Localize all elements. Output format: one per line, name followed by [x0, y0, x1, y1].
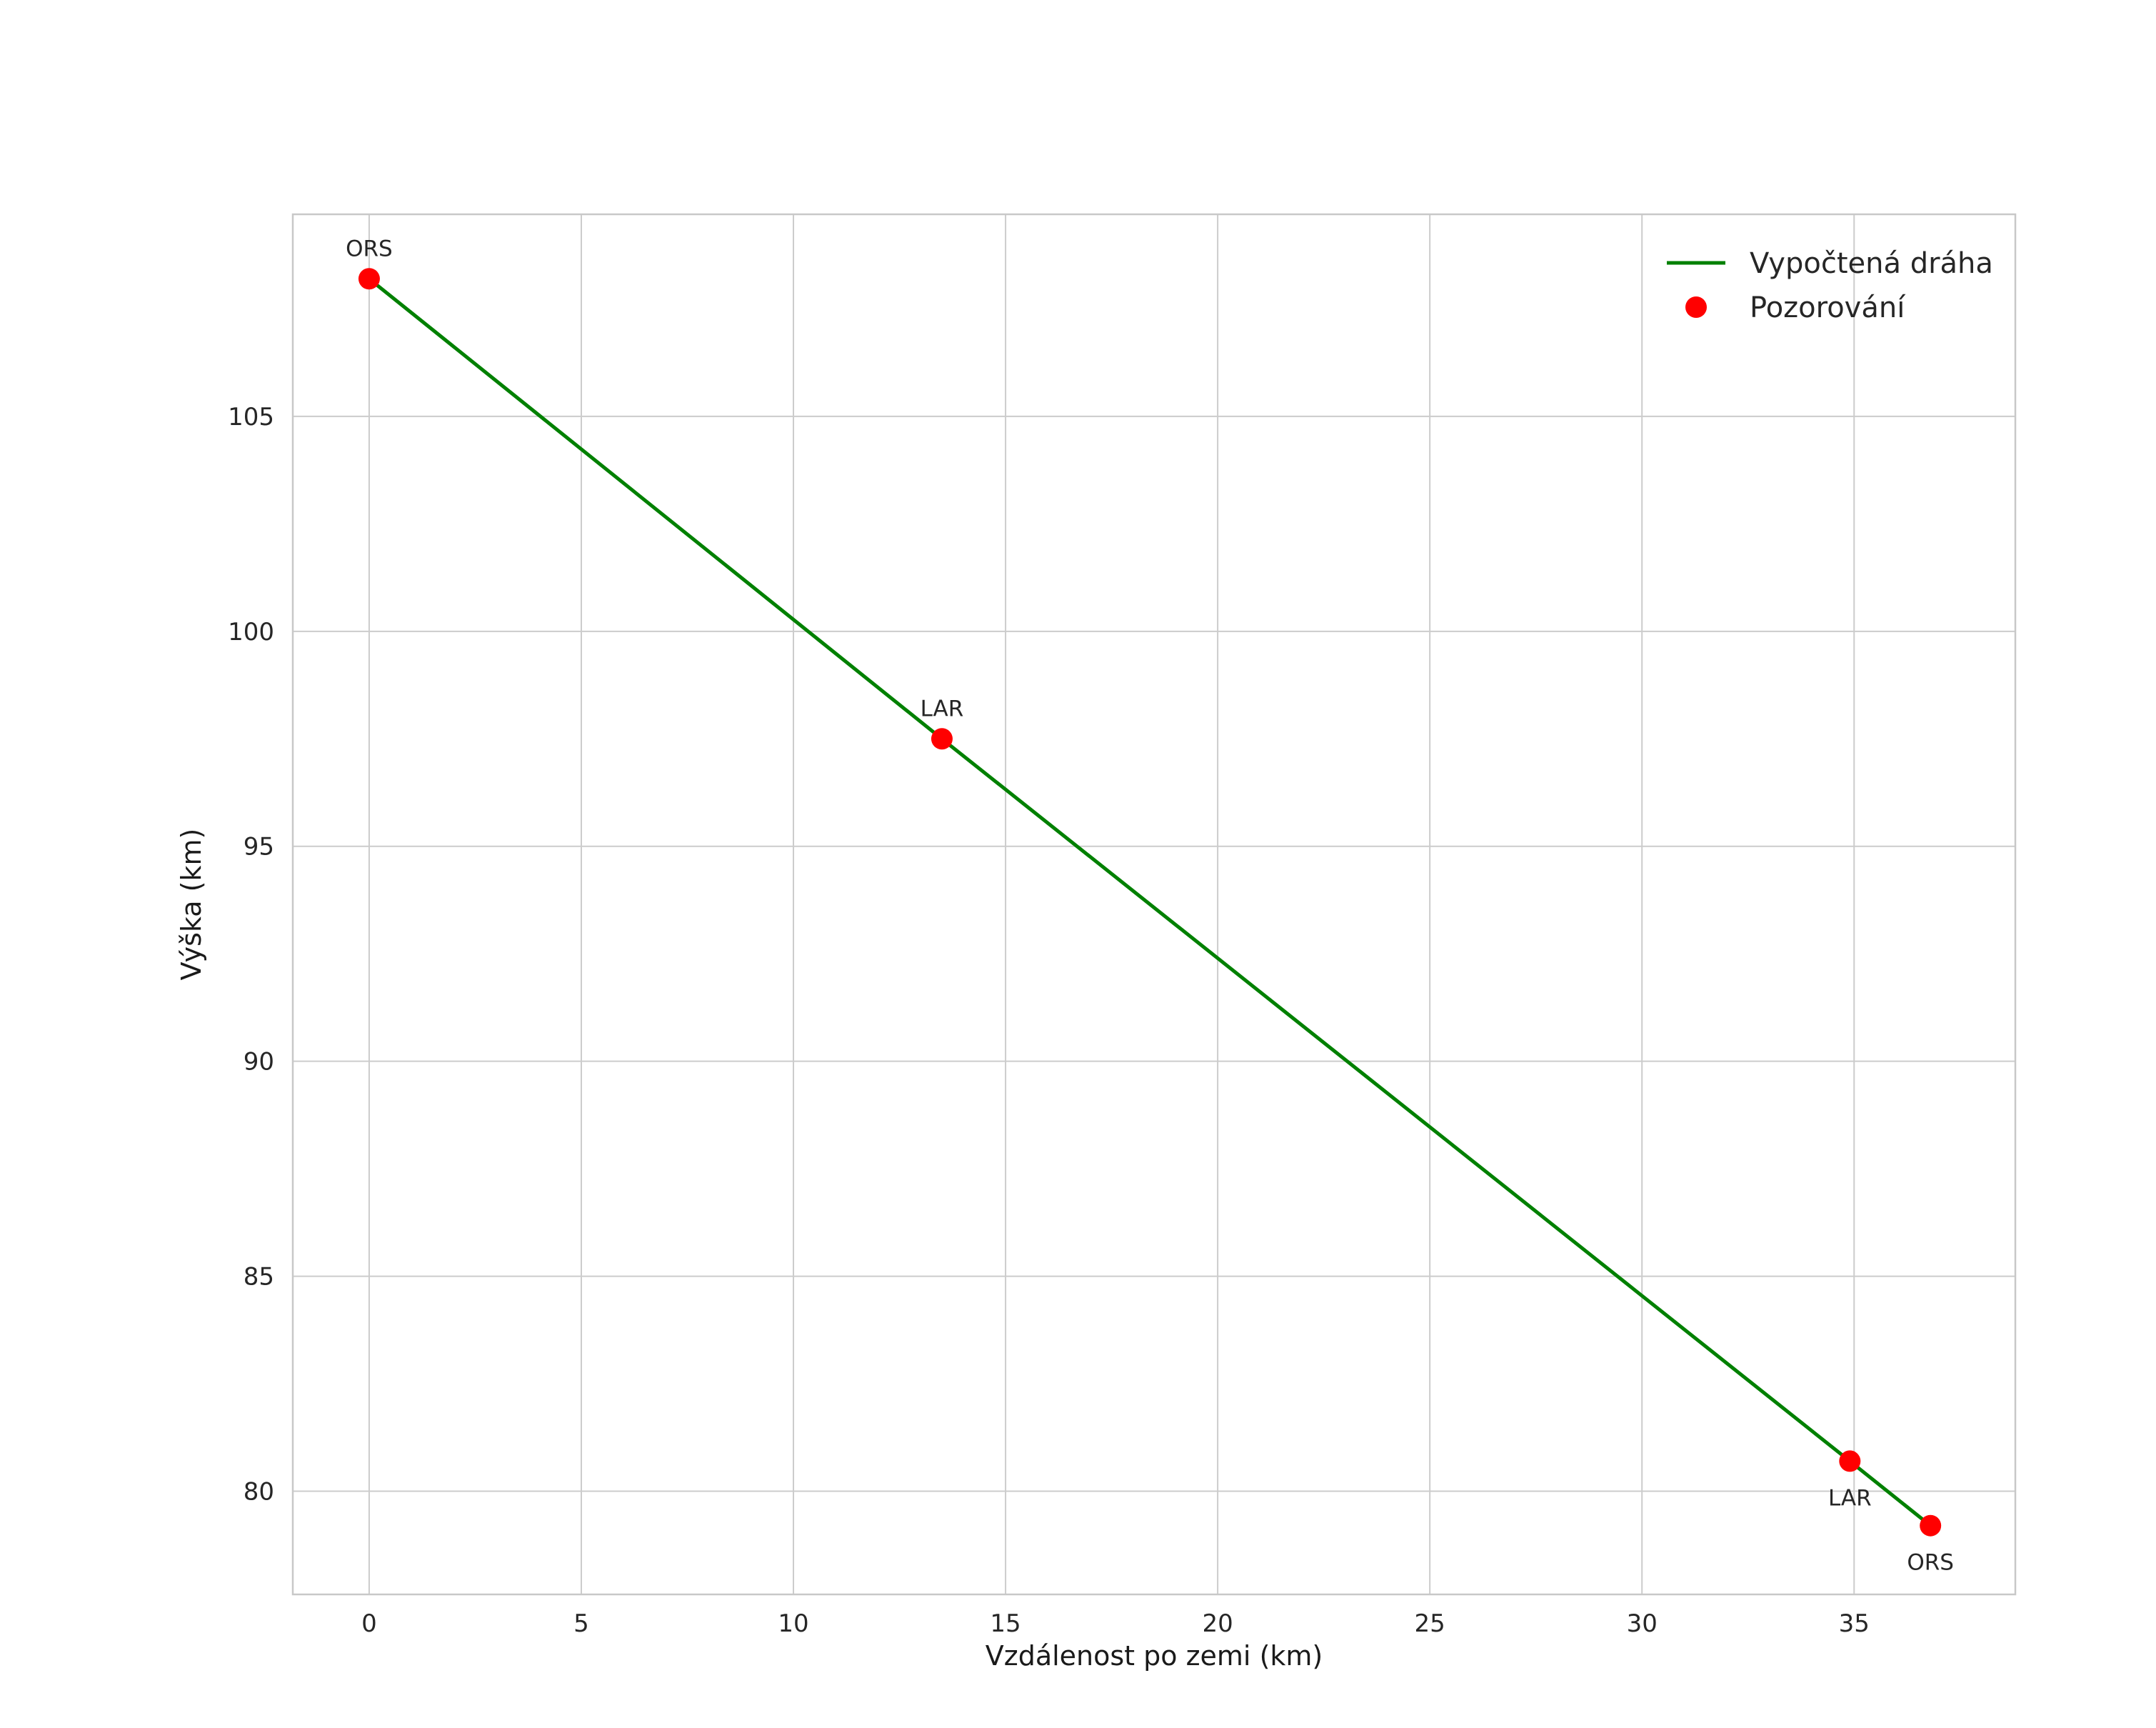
observation-point	[358, 268, 380, 290]
trajectory-line	[367, 276, 1932, 1528]
point-label: LAR	[1828, 1485, 1872, 1511]
y-tick-label: 85	[244, 1263, 274, 1292]
observation-point	[1839, 1450, 1861, 1472]
x-tick-label: 30	[1627, 1609, 1658, 1638]
legend-label: Pozorování	[1750, 291, 1906, 324]
legend-marker-sample	[1685, 296, 1707, 318]
y-tick-label: 80	[244, 1478, 274, 1507]
y-tick-label: 105	[228, 403, 274, 431]
x-tick-label: 20	[1202, 1609, 1233, 1638]
legend: Vypočtená dráha Pozorování	[1667, 247, 1993, 324]
point-label: ORS	[1907, 1550, 1954, 1576]
y-tick-label: 95	[244, 833, 274, 861]
observation-points: ORS LAR LAR ORS	[346, 236, 1954, 1575]
x-tick-label: 0	[361, 1609, 377, 1638]
x-tick-label: 5	[573, 1609, 589, 1638]
y-axis-label: Výška (km)	[176, 828, 207, 981]
observation-point	[931, 728, 953, 750]
x-tick-label: 10	[778, 1609, 808, 1638]
x-tick-label: 15	[990, 1609, 1021, 1638]
x-tick-label: 35	[1839, 1609, 1870, 1638]
observation-point	[1920, 1514, 1942, 1537]
plot-border	[291, 213, 2017, 1596]
point-label: LAR	[921, 696, 964, 721]
y-tick-label: 90	[244, 1048, 274, 1077]
point-label: ORS	[346, 236, 393, 261]
tick-labels: 0 5 10 15 20 25 30 35 80 85 90 95 100 105	[228, 403, 1870, 1638]
legend-label: Vypočtená dráha	[1750, 247, 1993, 280]
grid	[293, 214, 2015, 1594]
x-axis-label: Vzdálenost po zemi (km)	[985, 1640, 1323, 1672]
y-tick-label: 100	[228, 618, 274, 646]
x-tick-label: 25	[1415, 1609, 1445, 1638]
